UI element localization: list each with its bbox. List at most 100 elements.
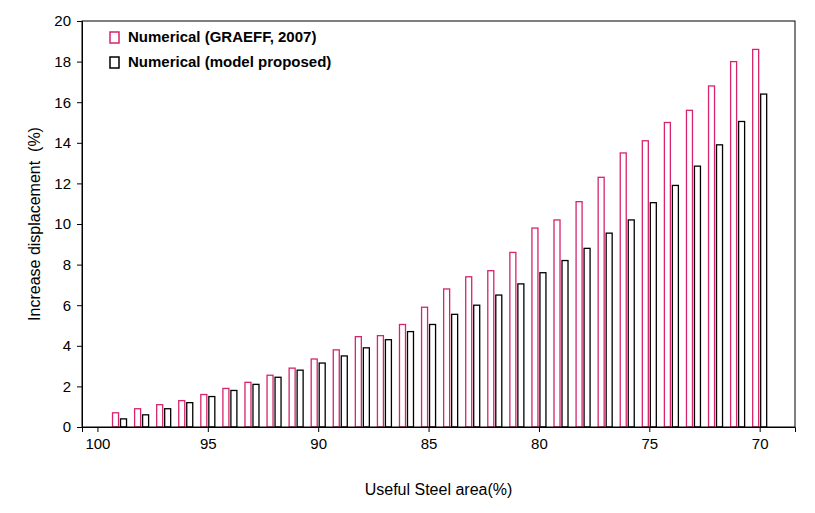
x-tick-mark bbox=[760, 427, 761, 432]
y-tick-mark bbox=[77, 427, 82, 428]
y-tick-mark bbox=[77, 143, 82, 144]
x-tick: 100 bbox=[85, 427, 110, 452]
y-tick: 16 bbox=[54, 94, 82, 111]
bar bbox=[532, 228, 538, 427]
bar bbox=[201, 395, 207, 427]
bar bbox=[245, 382, 251, 427]
bar bbox=[598, 177, 604, 427]
y-tick-label: 0 bbox=[63, 418, 71, 435]
bar bbox=[466, 277, 472, 427]
bar bbox=[422, 307, 428, 427]
y-tick-label: 12 bbox=[54, 175, 71, 192]
bar bbox=[642, 141, 648, 427]
bar bbox=[576, 202, 582, 427]
bar bbox=[223, 388, 229, 427]
bar bbox=[620, 153, 626, 427]
bar bbox=[289, 368, 295, 427]
bar bbox=[121, 419, 127, 427]
bar bbox=[253, 384, 259, 427]
x-tick-label: 95 bbox=[200, 435, 217, 452]
bar bbox=[157, 405, 163, 427]
bar bbox=[231, 390, 237, 427]
bar bbox=[753, 49, 759, 427]
y-tick: 20 bbox=[54, 12, 82, 29]
bar bbox=[510, 252, 516, 427]
bar bbox=[385, 340, 391, 427]
legend-label: Numerical (GRAEFF, 2007) bbox=[128, 28, 316, 45]
y-axis-title: Increase displacement (%) bbox=[26, 127, 43, 321]
x-tick-label: 90 bbox=[310, 435, 327, 452]
bar bbox=[540, 273, 546, 427]
y-tick-mark bbox=[77, 265, 82, 266]
bar bbox=[165, 409, 171, 427]
y-tick: 6 bbox=[63, 297, 82, 314]
x-tick: 70 bbox=[752, 427, 769, 452]
bar bbox=[341, 356, 347, 427]
legend-marker bbox=[110, 57, 119, 68]
x-tick-label: 100 bbox=[85, 435, 110, 452]
x-tick-mark bbox=[97, 427, 98, 432]
bar bbox=[135, 409, 141, 427]
x-tick: 95 bbox=[200, 427, 217, 452]
x-tick: 80 bbox=[531, 427, 548, 452]
x-tick-mark bbox=[208, 427, 209, 432]
x-tick-label: 85 bbox=[421, 435, 438, 452]
bar bbox=[399, 324, 405, 427]
bar bbox=[267, 375, 273, 427]
y-tick: 4 bbox=[63, 337, 82, 354]
x-tick: 75 bbox=[641, 427, 658, 452]
bar bbox=[562, 261, 568, 427]
bar bbox=[731, 62, 737, 427]
bar bbox=[355, 337, 361, 427]
bar bbox=[311, 359, 317, 427]
y-tick: 14 bbox=[54, 134, 82, 151]
legend-marker bbox=[110, 32, 119, 43]
bar bbox=[496, 295, 502, 427]
bar bbox=[650, 203, 656, 427]
bar bbox=[430, 324, 436, 427]
bar bbox=[407, 332, 413, 427]
bar bbox=[664, 123, 670, 428]
y-tick-label: 16 bbox=[54, 94, 71, 111]
bar bbox=[275, 377, 281, 427]
bar bbox=[584, 248, 590, 427]
y-tick-label: 8 bbox=[63, 256, 71, 273]
y-tick: 2 bbox=[63, 378, 82, 395]
y-tick: 10 bbox=[54, 215, 82, 232]
y-tick-label: 20 bbox=[54, 12, 71, 29]
x-axis-line bbox=[83, 428, 796, 433]
bars bbox=[113, 49, 767, 427]
y-tick: 0 bbox=[63, 418, 82, 435]
bar bbox=[444, 289, 450, 427]
x-tick-mark bbox=[429, 427, 430, 432]
y-tick-label: 4 bbox=[63, 337, 71, 354]
bar bbox=[717, 145, 723, 427]
bar bbox=[319, 363, 325, 427]
x-tick: 85 bbox=[421, 427, 438, 452]
y-tick-label: 2 bbox=[63, 378, 71, 395]
bar bbox=[452, 314, 458, 427]
y-axis: 0 2 4 6 8 10 12 14 16 18 20 bbox=[54, 12, 82, 435]
plot-frame bbox=[82, 21, 795, 427]
bar bbox=[686, 110, 692, 427]
x-axis: 100 95 90 85 80 75 70 bbox=[83, 427, 796, 452]
bar bbox=[488, 271, 494, 427]
x-tick-label: 80 bbox=[531, 435, 548, 452]
bar bbox=[628, 220, 634, 427]
bar bbox=[606, 233, 612, 427]
y-tick-mark bbox=[77, 346, 82, 347]
y-tick-mark bbox=[77, 183, 82, 184]
bar bbox=[143, 415, 149, 427]
chart: 10095908580757002468101214161820Useful S… bbox=[0, 0, 815, 513]
bar bbox=[333, 350, 339, 427]
y-tick-label: 10 bbox=[54, 215, 71, 232]
x-tick-label: 70 bbox=[752, 435, 769, 452]
y-tick-label: 6 bbox=[63, 297, 71, 314]
bar bbox=[761, 94, 767, 427]
y-tick-label: 14 bbox=[54, 134, 71, 151]
y-tick: 18 bbox=[54, 53, 82, 70]
y-tick-mark bbox=[77, 21, 82, 22]
legend-label: Numerical (model proposed) bbox=[128, 53, 331, 70]
bar bbox=[363, 348, 369, 427]
bar bbox=[709, 86, 715, 427]
